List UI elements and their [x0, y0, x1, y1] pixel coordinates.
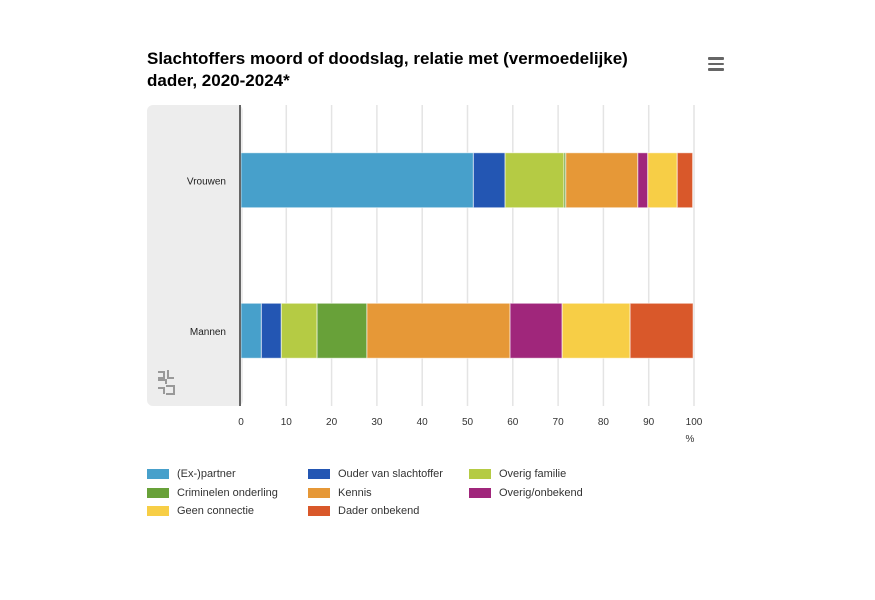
legend-swatch: [308, 469, 330, 479]
x-tick-label: 30: [371, 417, 383, 428]
legend-item[interactable]: Ouder van slachtoffer: [308, 468, 443, 480]
legend-label: (Ex-)partner: [177, 468, 236, 480]
legend-item[interactable]: (Ex-)partner: [147, 468, 236, 480]
x-tick-label: 60: [507, 417, 519, 428]
legend-label: Overig/onbekend: [499, 486, 583, 499]
x-tick-label: 50: [462, 417, 474, 428]
x-tick-label: 0: [238, 417, 244, 428]
x-tick-label: 40: [417, 417, 429, 428]
bar-segment: [676, 152, 694, 209]
legend-item[interactable]: Kennis: [308, 487, 372, 499]
legend-item[interactable]: Overig/onbekend: [469, 487, 583, 499]
legend-label: Overig familie: [499, 468, 567, 480]
legend-label: Ouder van slachtoffer: [338, 468, 443, 480]
bar-segment: [260, 302, 282, 359]
category-label: Mannen: [190, 327, 226, 338]
bar-segment: [509, 302, 563, 359]
bar-segment: [629, 302, 694, 359]
category-label: Vrouwen: [187, 176, 226, 187]
legend-label: Geen connectie: [177, 505, 255, 517]
legend-item[interactable]: Dader onbekend: [308, 505, 419, 517]
bar-segment: [316, 302, 368, 359]
bar-segment: [472, 152, 506, 209]
bar-segment: [504, 152, 565, 209]
x-tick-label: 70: [553, 417, 565, 428]
chart-title: Slachtoffers moord of doodslag, relatie …: [147, 49, 628, 90]
legend-swatch: [308, 506, 330, 516]
bar-segment: [565, 152, 639, 209]
x-tick-label: 90: [643, 417, 655, 428]
legend-swatch: [469, 469, 491, 479]
legend-swatch: [147, 506, 169, 516]
bar-segment: [561, 302, 631, 359]
legend-swatch: [147, 469, 169, 479]
x-tick-label: 20: [326, 417, 338, 428]
bar-segment: [637, 152, 649, 209]
bar-segment: [280, 302, 318, 359]
legend-item[interactable]: Geen connectie: [147, 505, 254, 517]
legend-label: Criminelen onderling: [177, 486, 278, 499]
x-tick-label: 100: [686, 417, 703, 428]
bar-segment: [647, 152, 678, 209]
category-band: [147, 105, 243, 406]
x-axis-label: %: [686, 434, 695, 445]
bar-segment: [240, 302, 262, 359]
bar-segment: [366, 302, 511, 359]
legend-swatch: [308, 487, 330, 498]
cbs-logo: [158, 370, 175, 395]
bar-segment: [240, 152, 474, 209]
legend-item[interactable]: Criminelen onderling: [147, 487, 278, 499]
legend-swatch: [469, 487, 491, 498]
hamburger-menu-icon[interactable]: [708, 57, 724, 71]
legend-item[interactable]: Overig familie: [469, 468, 566, 480]
legend-swatch: [147, 487, 169, 498]
x-tick-label: 80: [598, 417, 610, 428]
legend-label: Dader onbekend: [338, 505, 420, 517]
x-tick-label: 10: [281, 417, 293, 428]
legend-label: Kennis: [338, 486, 372, 499]
